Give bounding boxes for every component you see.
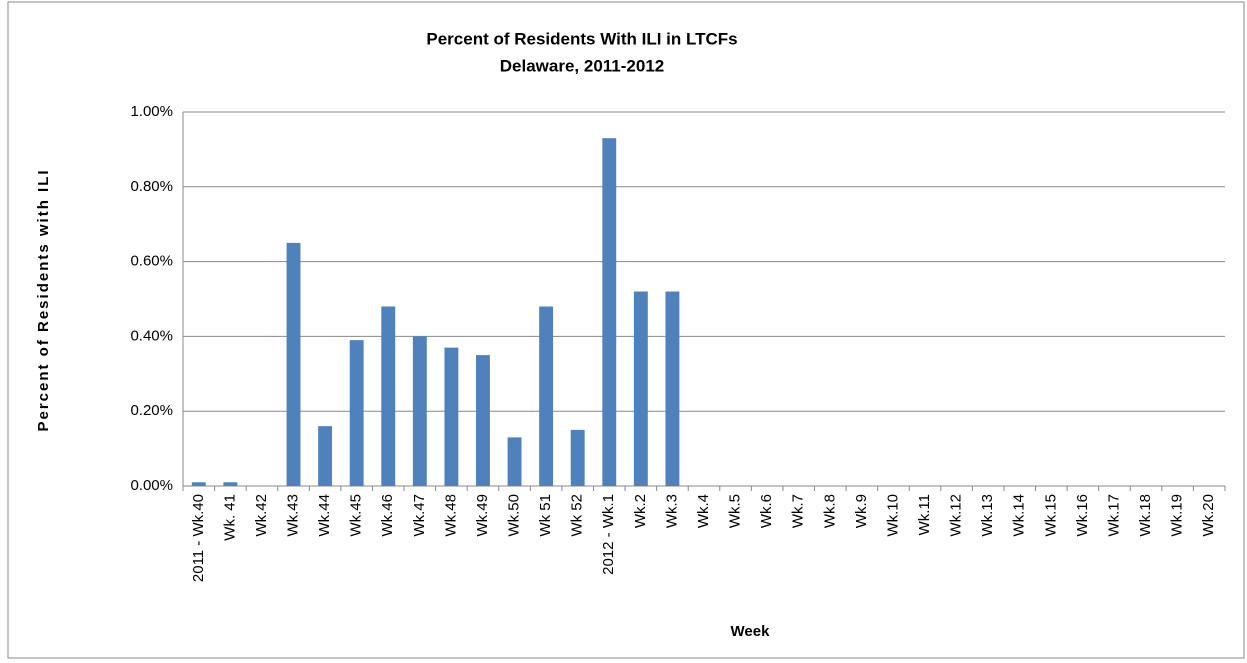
- x-tick-label: Wk. 41: [221, 494, 238, 541]
- x-tick-label: Wk.48: [442, 494, 459, 537]
- x-tick-label: Wk.50: [506, 494, 523, 537]
- x-tick-label: Wk.47: [411, 494, 428, 537]
- x-tick-label: Wk.6: [758, 494, 775, 528]
- bar: [349, 340, 364, 486]
- bar: [633, 291, 648, 486]
- y-tick-label: 0.20%: [130, 402, 173, 419]
- bar: [444, 347, 459, 486]
- chart-frame: [7, 1, 1245, 659]
- x-axis-label: Week: [731, 623, 771, 640]
- x-tick-label: Wk.49: [474, 494, 491, 537]
- bar: [665, 291, 680, 486]
- x-tick-label: Wk.46: [379, 494, 396, 537]
- y-tick-label: 0.40%: [130, 327, 173, 344]
- x-tick-label: Wk 51: [537, 494, 554, 537]
- bar: [318, 426, 333, 486]
- chart-subtitle: Delaware, 2011-2012: [500, 56, 664, 75]
- bar: [286, 242, 301, 486]
- x-tick-label: Wk.18: [1137, 494, 1154, 537]
- x-tick-label: Wk.3: [663, 494, 680, 528]
- x-tick-label: Wk.44: [316, 494, 333, 537]
- x-tick-label: Wk.42: [253, 494, 270, 537]
- x-tick-label: Wk.11: [916, 494, 933, 535]
- x-tick-label: Wk.13: [979, 494, 996, 537]
- x-tick-label: Wk.9: [853, 494, 870, 528]
- bar: [507, 437, 522, 486]
- x-tick-label: Wk 52: [569, 494, 586, 537]
- x-tick-label: Wk.20: [1200, 494, 1217, 537]
- x-tick-label: Wk.16: [1074, 494, 1091, 537]
- y-tick-label: 1.00%: [130, 103, 173, 120]
- y-tick-label: 0.80%: [130, 178, 173, 195]
- x-tick-label: Wk.2: [632, 494, 649, 528]
- x-tick-label: Wk.17: [1105, 494, 1122, 537]
- x-tick-label: Wk.43: [284, 494, 301, 537]
- x-tick-label: 2012 - Wk.1: [600, 494, 617, 575]
- x-tick-label: Wk.4: [695, 494, 712, 528]
- x-tick-label: Wk.8: [821, 494, 838, 528]
- bar: [570, 429, 585, 486]
- x-tick-label: 2011 - Wk.40: [190, 494, 207, 582]
- x-tick-label: Wk.7: [790, 494, 807, 528]
- bar: [539, 306, 554, 486]
- x-tick-label: Wk.15: [1042, 494, 1059, 537]
- bar: [412, 336, 427, 486]
- y-axis-label: Percent of Residents with ILI: [35, 168, 52, 431]
- bar: [223, 482, 238, 486]
- chart-title: Percent of Residents With ILI in LTCFs: [426, 29, 737, 48]
- y-tick-label: 0.00%: [130, 477, 173, 494]
- x-tick-label: Wk.14: [1011, 494, 1028, 537]
- x-tick-label: Wk.12: [948, 494, 965, 537]
- bar: [476, 355, 490, 486]
- y-tick-label: 0.60%: [130, 253, 173, 270]
- bar: [381, 306, 396, 486]
- x-tick-label: Wk.45: [348, 494, 365, 537]
- bar: [191, 482, 206, 486]
- x-tick-label: Wk.10: [884, 494, 901, 537]
- x-tick-label: Wk.5: [727, 494, 744, 528]
- x-tick-label: Wk.19: [1169, 494, 1186, 537]
- bar: [602, 138, 617, 486]
